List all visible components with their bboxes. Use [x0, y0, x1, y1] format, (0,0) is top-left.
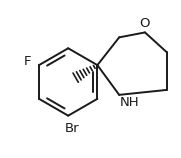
Text: F: F	[23, 55, 31, 68]
Text: O: O	[140, 17, 150, 30]
Text: Br: Br	[65, 122, 79, 135]
Text: NH: NH	[119, 96, 139, 109]
